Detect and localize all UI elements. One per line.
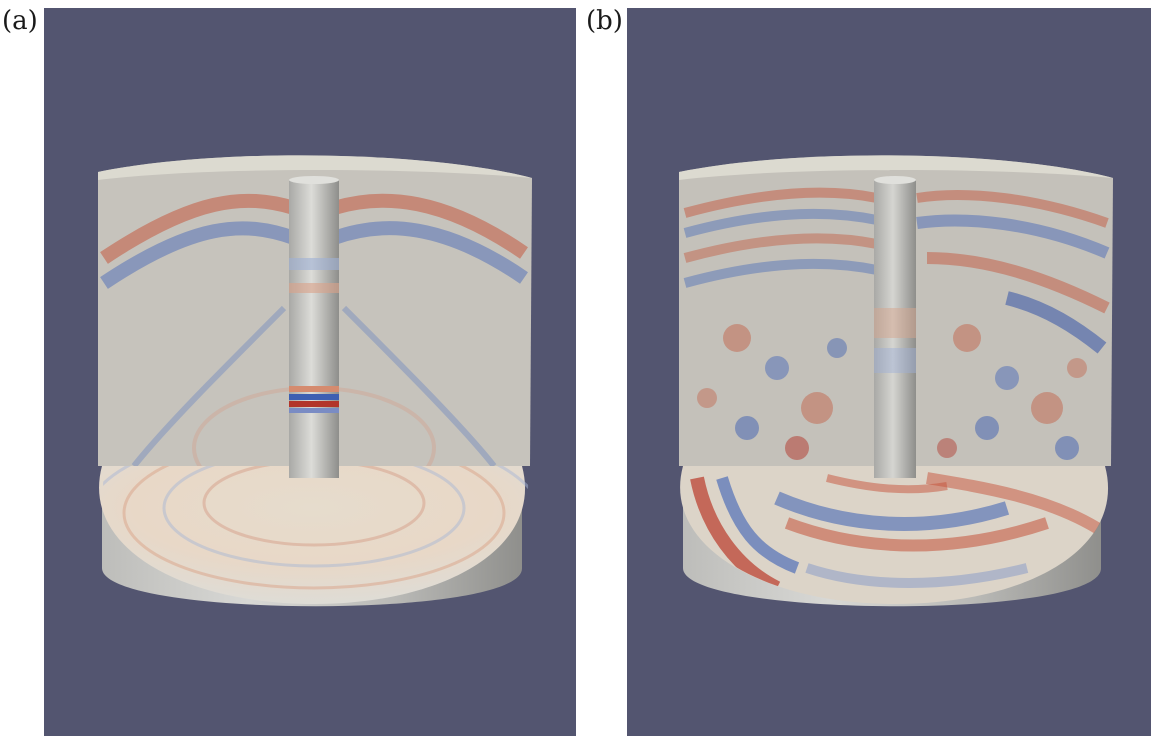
panel-label-a: (a) <box>2 6 38 36</box>
panel-a <box>44 8 576 736</box>
panel-b-render <box>627 8 1151 736</box>
panel-b <box>627 8 1151 736</box>
panel-a-render <box>44 8 576 736</box>
panel-label-b: (b) <box>586 6 623 36</box>
